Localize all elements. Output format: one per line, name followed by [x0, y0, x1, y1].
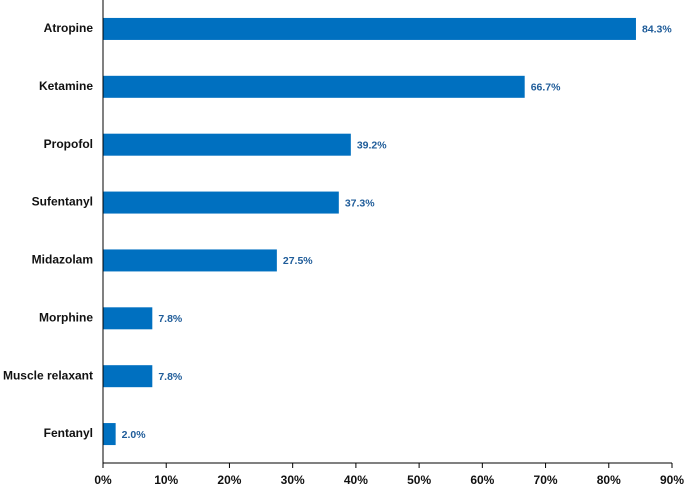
- data-label: 7.8%: [158, 313, 183, 325]
- data-label: 37.3%: [345, 197, 375, 209]
- data-label: 84.3%: [642, 24, 672, 36]
- x-tick-label: 60%: [470, 473, 494, 487]
- x-tick-label: 80%: [597, 473, 621, 487]
- x-tick-label: 20%: [217, 473, 241, 487]
- data-labels: 84.3% 66.7% 39.2% 37.3% 27.5% 7.8% 7.8% 2.0%: [122, 24, 673, 441]
- x-tick-label: 70%: [534, 473, 558, 487]
- bar-fentanyl: [103, 423, 116, 446]
- bars-group: [103, 17, 636, 446]
- data-label: 2.0%: [122, 429, 147, 441]
- bar-ketamine: [103, 75, 525, 98]
- bar-morphine: [103, 307, 153, 330]
- category-label: Atropine: [44, 21, 94, 35]
- bar-muscle-relaxant: [103, 365, 153, 388]
- x-tick-label: 10%: [154, 473, 178, 487]
- data-label: 66.7%: [531, 82, 561, 94]
- x-tick-label: 50%: [407, 473, 431, 487]
- data-label: 7.8%: [158, 371, 183, 383]
- x-axis-ticks: 0% 10% 20% 30% 40% 50% 60% 70% 80% 90%: [94, 463, 684, 487]
- bar-atropine: [103, 17, 636, 40]
- category-label: Ketamine: [39, 79, 93, 93]
- bar-sufentanyl: [103, 191, 339, 214]
- data-label: 39.2%: [357, 139, 387, 151]
- category-label: Propofol: [44, 137, 93, 151]
- category-label: Muscle relaxant: [3, 368, 93, 382]
- data-label: 27.5%: [283, 255, 313, 267]
- bar-propofol: [103, 133, 351, 156]
- category-labels: Atropine Ketamine Propofol Sufentanyl Midazo…: [3, 21, 93, 440]
- category-label: Sufentanyl: [32, 195, 93, 209]
- x-tick-label: 0%: [94, 473, 112, 487]
- x-axis: 0% 10% 20% 30% 40% 50% 60% 70% 80% 90%: [94, 462, 684, 487]
- bar-midazolam: [103, 249, 277, 272]
- category-label: Midazolam: [32, 253, 93, 267]
- category-label: Morphine: [39, 310, 93, 324]
- x-tick-label: 30%: [281, 473, 305, 487]
- x-tick-label: 40%: [344, 473, 368, 487]
- category-label: Fentanyl: [44, 426, 93, 440]
- x-tick-label: 90%: [660, 473, 684, 487]
